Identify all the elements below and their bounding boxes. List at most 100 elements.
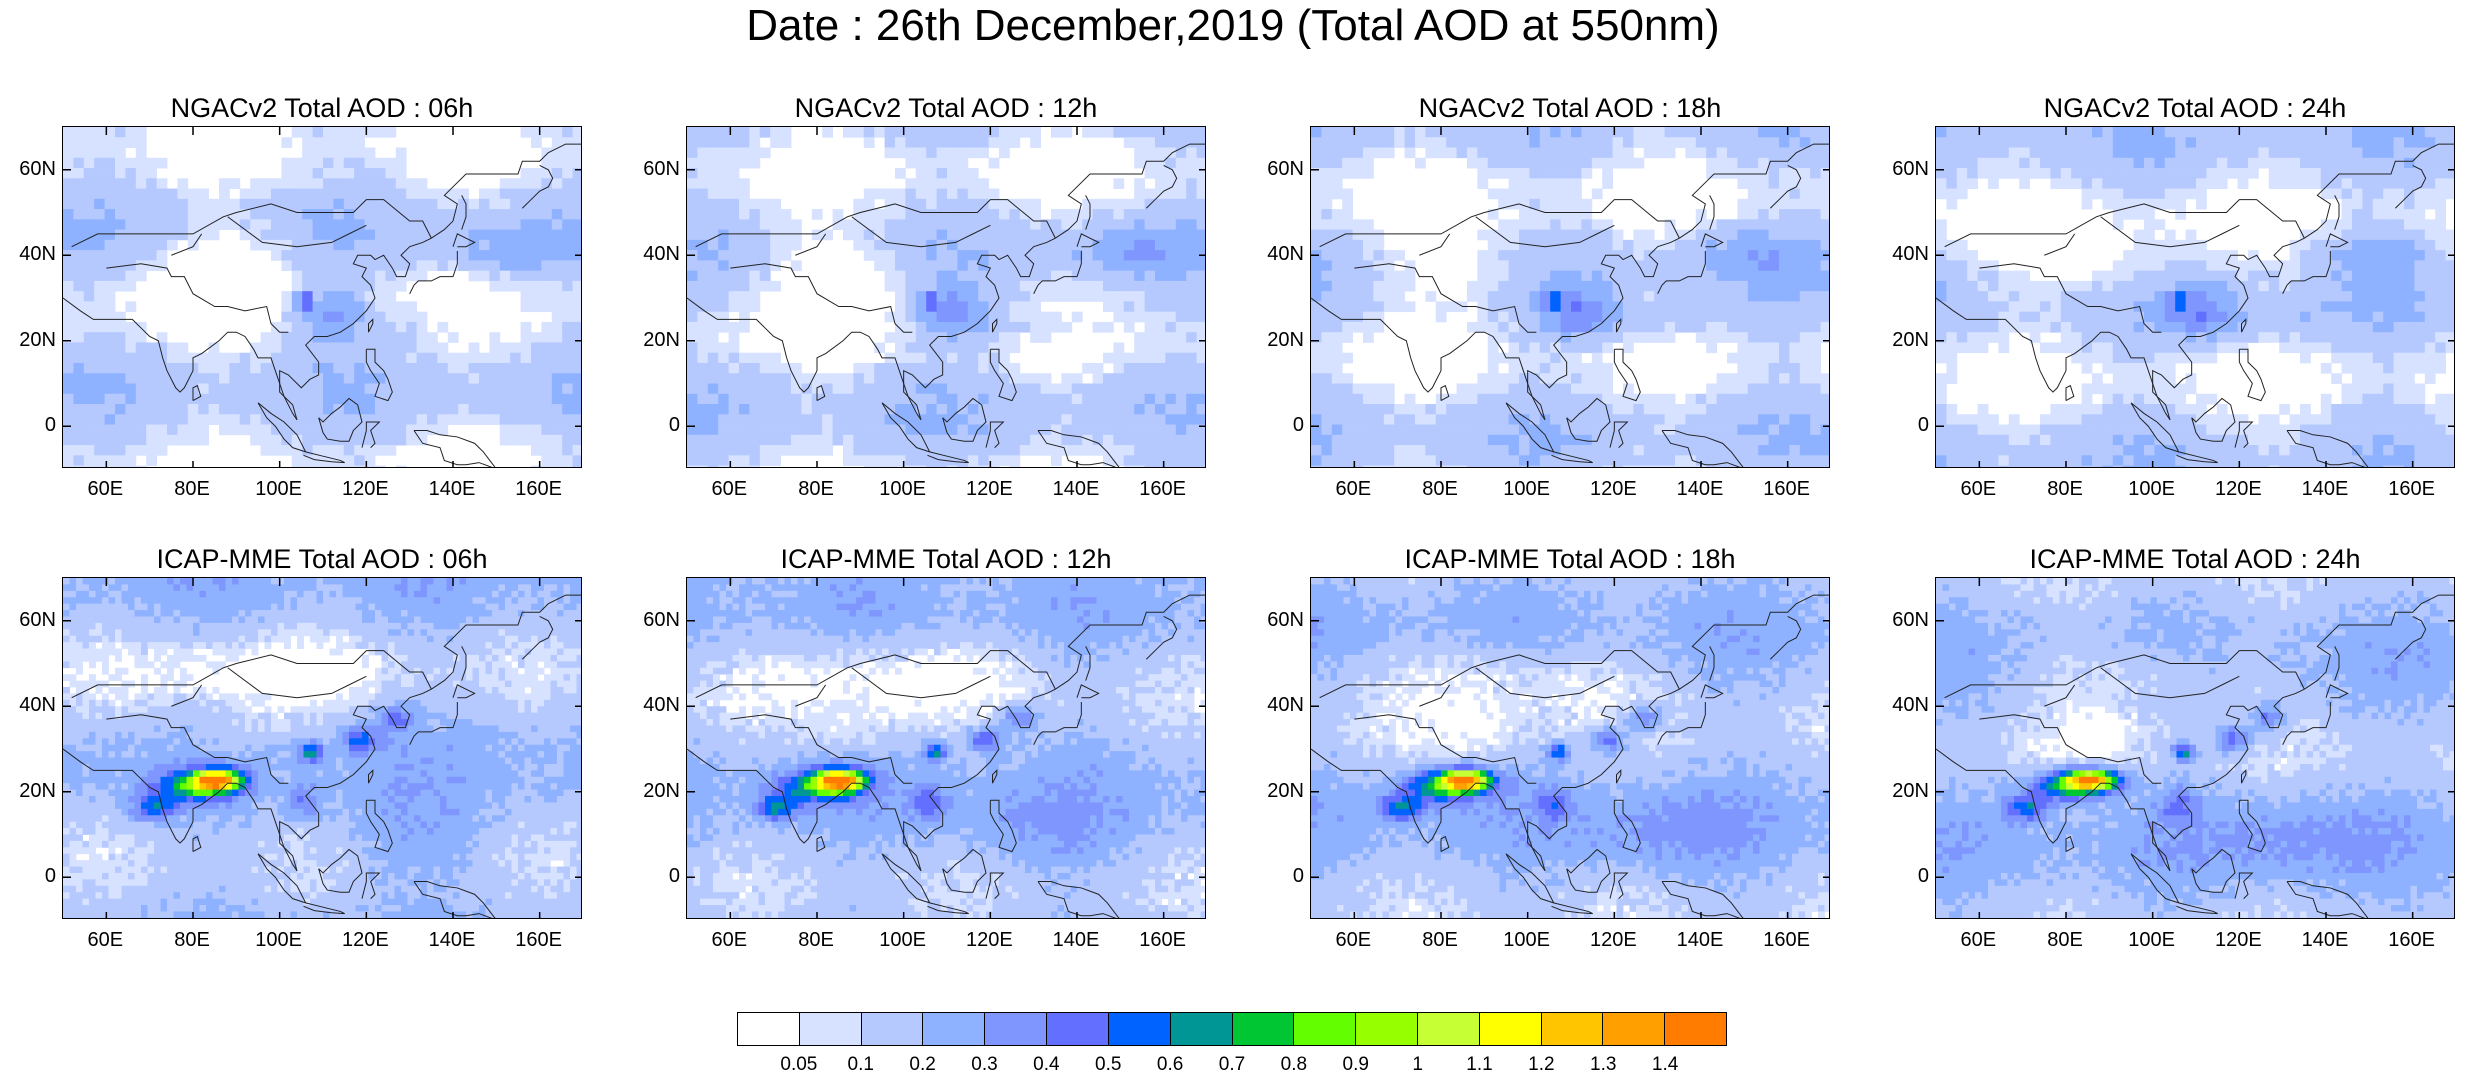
lat-label: 40N: [624, 694, 680, 716]
aod-map: [1935, 126, 2455, 468]
lon-label: 160E: [1752, 478, 1822, 500]
aod-colorbar: [737, 1012, 1727, 1046]
colorbar-label: 0.7: [1202, 1054, 1262, 1076]
lon-label: 60E: [70, 478, 140, 500]
aod-field: [1311, 578, 1830, 919]
lat-label: 0: [624, 865, 680, 887]
aod-map: [686, 126, 1206, 468]
colorbar-label: 0.5: [1078, 1054, 1138, 1076]
lon-label: 80E: [1405, 478, 1475, 500]
colorbar-swatch: [1047, 1013, 1109, 1045]
lon-label: 160E: [1128, 929, 1198, 951]
lon-label: 100E: [2117, 478, 2187, 500]
lon-label: 80E: [2030, 929, 2100, 951]
colorbar-label: 0.8: [1264, 1054, 1324, 1076]
lat-label: 60N: [1873, 158, 1929, 180]
lon-label: 140E: [1665, 478, 1735, 500]
colorbar-swatch: [1542, 1013, 1604, 1045]
lon-label: 160E: [2377, 478, 2447, 500]
lat-label: 60N: [0, 158, 56, 180]
lat-label: 20N: [0, 780, 56, 802]
aod-field: [1936, 578, 2455, 919]
aod-map: [1310, 577, 1830, 919]
colorbar-label: 0.05: [769, 1054, 829, 1076]
lon-label: 120E: [954, 478, 1024, 500]
panel-title: NGACv2 Total AOD : 12h: [686, 92, 1206, 124]
colorbar-label: 1.2: [1511, 1054, 1571, 1076]
aod-map: [1935, 577, 2455, 919]
lat-label: 0: [1248, 414, 1304, 436]
panel-title: ICAP-MME Total AOD : 18h: [1310, 543, 1830, 575]
figure-title: Date : 26th December,2019 (Total AOD at …: [0, 2, 2466, 50]
lat-label: 60N: [1248, 158, 1304, 180]
lon-label: 120E: [330, 929, 400, 951]
panel-title: ICAP-MME Total AOD : 06h: [62, 543, 582, 575]
colorbar-swatch: [738, 1013, 800, 1045]
lon-label: 100E: [244, 929, 314, 951]
lat-label: 60N: [1873, 609, 1929, 631]
coastline: [2044, 234, 2074, 255]
lat-label: 0: [1873, 414, 1929, 436]
coastline: [228, 668, 367, 698]
colorbar-label: 0.3: [955, 1054, 1015, 1076]
lat-label: 60N: [624, 609, 680, 631]
aod-field: [1936, 127, 2455, 468]
colorbar-label: 0.9: [1326, 1054, 1386, 1076]
lat-label: 0: [1873, 865, 1929, 887]
aod-field: [687, 127, 1206, 468]
lat-label: 0: [1248, 865, 1304, 887]
lon-label: 60E: [1318, 929, 1388, 951]
colorbar-swatch: [1294, 1013, 1356, 1045]
lon-label: 120E: [954, 929, 1024, 951]
panel-title: NGACv2 Total AOD : 18h: [1310, 92, 1830, 124]
lon-label: 80E: [781, 929, 851, 951]
colorbar-label: 1: [1388, 1054, 1448, 1076]
lon-label: 160E: [1752, 929, 1822, 951]
aod-map: [62, 577, 582, 919]
aod-field: [1311, 127, 1830, 468]
colorbar-swatch: [1171, 1013, 1233, 1045]
lat-label: 40N: [0, 694, 56, 716]
colorbar-label: 0.1: [831, 1054, 891, 1076]
lon-label: 140E: [417, 929, 487, 951]
colorbar-swatch: [1109, 1013, 1171, 1045]
lon-label: 120E: [1578, 478, 1648, 500]
panel-title: ICAP-MME Total AOD : 12h: [686, 543, 1206, 575]
lon-label: 100E: [868, 478, 938, 500]
lon-label: 140E: [2290, 478, 2360, 500]
colorbar-swatch: [1418, 1013, 1480, 1045]
colorbar-label: 0.6: [1140, 1054, 1200, 1076]
lat-label: 40N: [624, 243, 680, 265]
aod-map: [686, 577, 1206, 919]
lon-label: 100E: [868, 929, 938, 951]
colorbar-swatch: [1603, 1013, 1665, 1045]
lon-label: 100E: [1492, 929, 1562, 951]
aod-field: [687, 578, 1206, 919]
colorbar-swatch: [862, 1013, 924, 1045]
aod-field: [63, 578, 582, 919]
lat-label: 40N: [1248, 694, 1304, 716]
colorbar-swatch: [1356, 1013, 1418, 1045]
lon-label: 60E: [1943, 478, 2013, 500]
lat-label: 20N: [1873, 780, 1929, 802]
colorbar-label: 1.1: [1450, 1054, 1510, 1076]
lat-label: 20N: [0, 329, 56, 351]
panel-title: NGACv2 Total AOD : 06h: [62, 92, 582, 124]
lat-label: 20N: [624, 329, 680, 351]
lon-label: 100E: [244, 478, 314, 500]
aod-map: [1310, 126, 1830, 468]
panel-title: NGACv2 Total AOD : 24h: [1935, 92, 2455, 124]
lat-label: 40N: [1873, 243, 1929, 265]
lon-label: 140E: [417, 478, 487, 500]
lat-label: 20N: [1873, 329, 1929, 351]
lon-label: 80E: [2030, 478, 2100, 500]
lon-label: 160E: [1128, 478, 1198, 500]
lon-label: 120E: [330, 478, 400, 500]
colorbar-label: 0.2: [893, 1054, 953, 1076]
lon-label: 140E: [1041, 929, 1111, 951]
